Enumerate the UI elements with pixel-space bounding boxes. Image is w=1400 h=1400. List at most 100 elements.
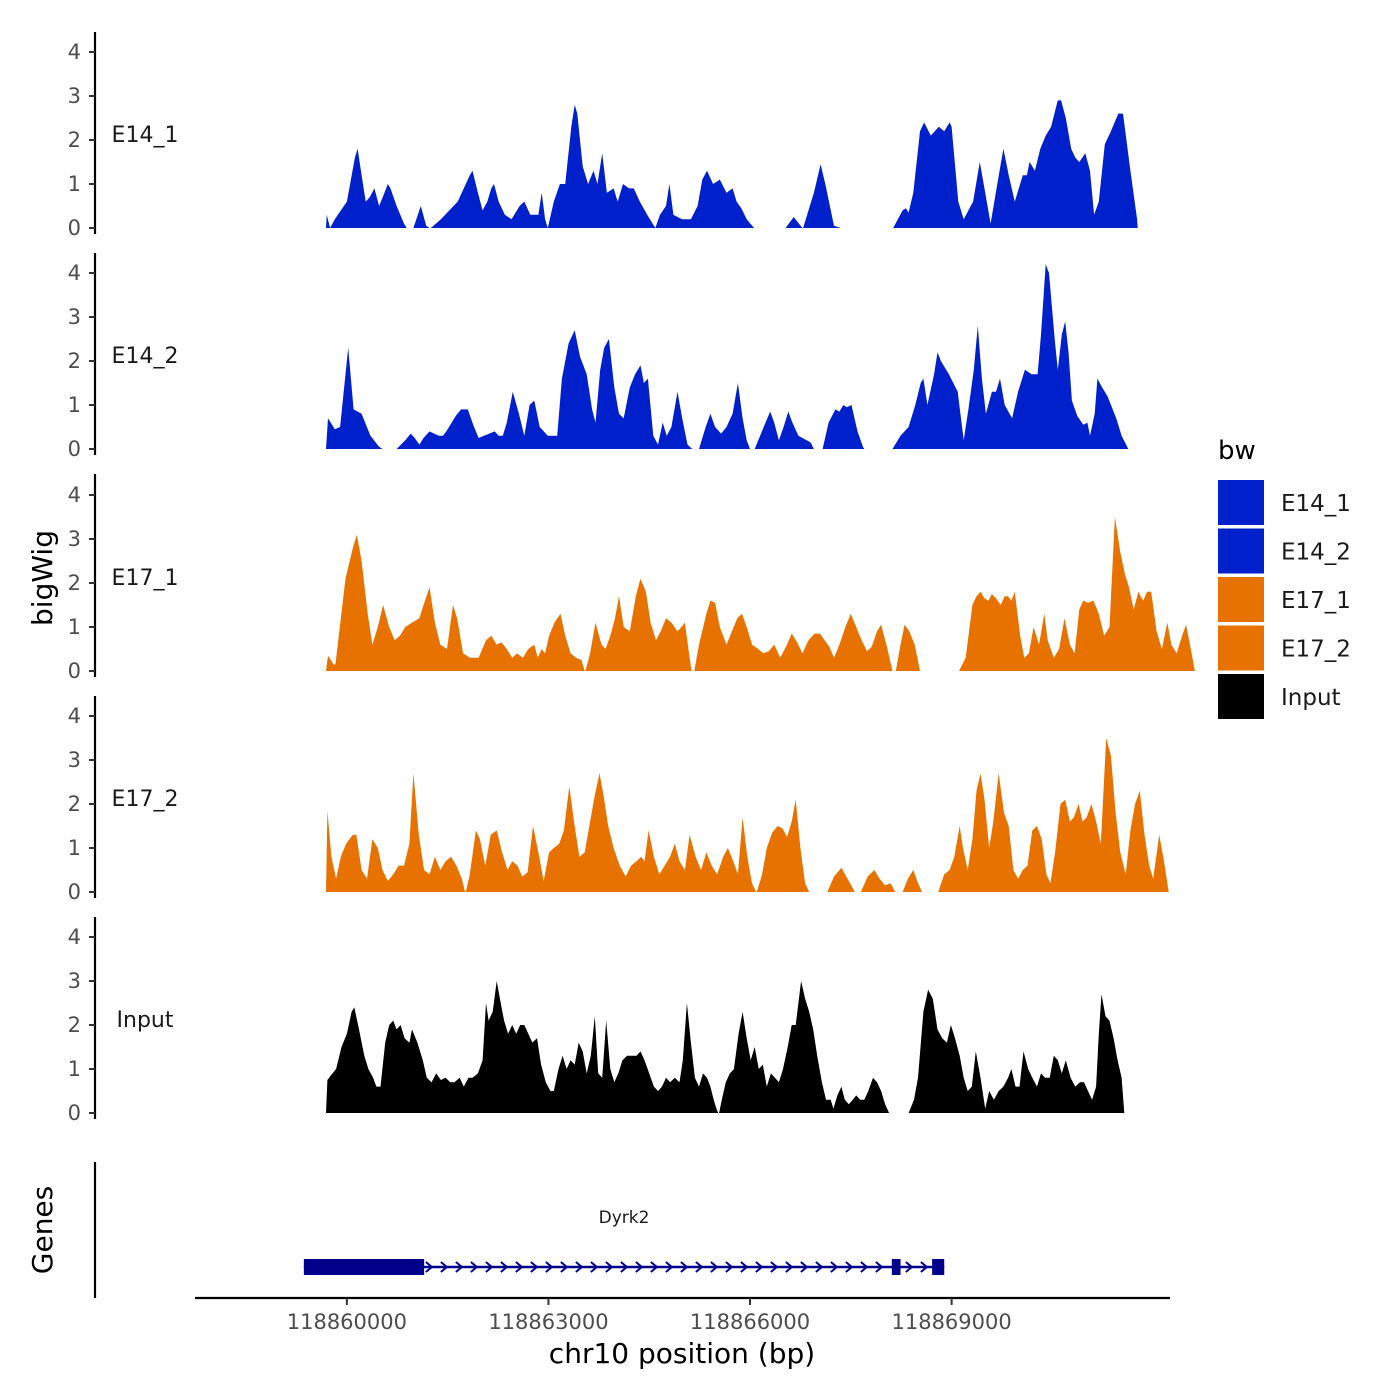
- coverage-area-E17_1-4: [959, 517, 1195, 671]
- x-axis: 118860000 118863000 118866000 118869000 chr…: [195, 1296, 1170, 1370]
- y-tick-label: 4: [68, 925, 81, 949]
- y-tick-label: 2: [68, 349, 81, 373]
- y-tick-label: 3: [68, 84, 81, 108]
- track-E14_2: 0 1 2 3 4 E14_2: [68, 253, 1129, 461]
- coverage-area-E17_2-0: [326, 773, 466, 892]
- coverage-area-Input-0: [326, 981, 719, 1113]
- legend: bw E14_1 E14_2 E17_1 E17_2 Input: [1218, 436, 1351, 719]
- coverage-area-E14_1-4: [785, 217, 803, 228]
- track-label-E14_1: E14_1: [112, 123, 179, 148]
- legend-items: E14_1 E14_2 E17_1 E17_2 Input: [1218, 480, 1351, 719]
- strand-arrow: [740, 1261, 749, 1273]
- y-tick-label: 2: [68, 1013, 81, 1037]
- strand-arrow: [875, 1261, 884, 1273]
- coverage-area-E17_2-3: [827, 867, 855, 892]
- y-tick-label: 0: [68, 216, 81, 240]
- track-E17_2: 0 1 2 3 4 E17_2: [68, 696, 1169, 904]
- legend-label: E17_1: [1281, 588, 1351, 614]
- strand-arrow: [530, 1261, 539, 1273]
- coverage-area-E14_2-1: [396, 330, 693, 449]
- strand-arrow: [470, 1261, 479, 1273]
- strand-arrow: [860, 1261, 869, 1273]
- strand-arrow: [680, 1261, 689, 1273]
- strand-arrow: [770, 1261, 779, 1273]
- y-tick-label: 2: [68, 571, 81, 595]
- strand-arrow: [665, 1261, 674, 1273]
- strand-arrow: [425, 1261, 434, 1273]
- legend-swatch: [1218, 674, 1264, 719]
- track-E14_1: 0 1 2 3 4 E14_1: [68, 32, 1138, 240]
- strand-arrow: [590, 1261, 599, 1273]
- strand-arrow: [815, 1261, 824, 1273]
- coverage-area-E17_2-4: [860, 870, 896, 892]
- coverage-area-E17_1-0: [326, 534, 585, 671]
- strand-arrow: [545, 1261, 554, 1273]
- y-tick-label: 3: [68, 527, 81, 551]
- legend-swatch: [1218, 528, 1264, 574]
- y-tick-label: 2: [68, 792, 81, 816]
- y-tick-label: 1: [68, 1057, 81, 1081]
- genes-track: Genes Dyrk2: [26, 1162, 945, 1298]
- coverage-area-E14_1-3: [547, 104, 755, 228]
- legend-label: Input: [1281, 685, 1341, 711]
- gene-exon: [303, 1259, 425, 1275]
- y-tick-label: 0: [68, 437, 81, 461]
- strand-arrow: [455, 1261, 464, 1273]
- strand-arrow: [440, 1261, 449, 1273]
- strand-arrow: [695, 1261, 704, 1273]
- legend-item-E17_2: E17_2: [1218, 625, 1351, 671]
- strand-arrow: [500, 1261, 509, 1273]
- coverage-area-E17_1-2: [694, 600, 893, 671]
- x-ticks: 118860000 118863000 118866000 118869000: [287, 1298, 1012, 1334]
- gene-exon: [932, 1259, 945, 1275]
- coverage-area-E17_2-1: [465, 773, 757, 892]
- strand-arrow: [560, 1261, 569, 1273]
- y-tick-label: 0: [68, 659, 81, 683]
- legend-item-E14_1: E14_1: [1218, 480, 1351, 525]
- coverage-area-E17_2-5: [902, 870, 923, 892]
- strand-arrow: [905, 1261, 914, 1273]
- strand-arrow: [575, 1261, 584, 1273]
- legend-title: bw: [1218, 436, 1256, 466]
- coverage-area-E14_2-5: [892, 264, 1129, 449]
- x-tick-label: 118863000: [488, 1310, 608, 1334]
- strand-arrow: [605, 1261, 614, 1273]
- gene-exon: [891, 1259, 901, 1275]
- strand-arrow: [485, 1261, 494, 1273]
- coverage-area-E14_1-1: [413, 206, 430, 228]
- coverage-area-E17_2-6: [938, 738, 1169, 892]
- track-label-Input: Input: [117, 1008, 174, 1033]
- coverage-area-E17_2-2: [756, 799, 810, 892]
- track-Input: 0 1 2 3 4 Input: [68, 917, 1125, 1125]
- track-label-E14_2: E14_2: [112, 344, 179, 369]
- y-tick-label: 1: [68, 836, 81, 860]
- y-tick-label: 1: [68, 172, 81, 196]
- track-label-E17_1: E17_1: [112, 566, 179, 591]
- x-axis-title: chr10 position (bp): [549, 1337, 815, 1370]
- y-tick-label: 4: [68, 704, 81, 728]
- coverage-area-E14_2-4: [822, 405, 865, 449]
- y-tick-label: 2: [68, 128, 81, 152]
- legend-label: E14_1: [1281, 491, 1351, 517]
- coverage-area-E14_2-0: [326, 347, 383, 449]
- strand-arrow: [920, 1261, 929, 1273]
- track-E17_1: 0 1 2 3 4 E17_1: [68, 474, 1195, 683]
- legend-item-E14_2: E14_2: [1218, 528, 1351, 574]
- strand-arrow: [515, 1261, 524, 1273]
- y-tick-label: 4: [68, 261, 81, 285]
- y-tick-label: 0: [68, 880, 81, 904]
- legend-swatch: [1218, 625, 1264, 671]
- y-tick-label: 0: [68, 1101, 81, 1125]
- strand-arrow: [725, 1261, 734, 1273]
- legend-swatch: [1218, 480, 1264, 525]
- y-tick-label: 4: [68, 40, 81, 64]
- genes-track-title: Genes: [26, 1186, 59, 1274]
- legend-swatch: [1218, 577, 1264, 622]
- y-tick-label: 3: [68, 305, 81, 329]
- legend-item-E17_1: E17_1: [1218, 577, 1351, 622]
- coverage-area-E14_1-5: [803, 164, 841, 228]
- strand-arrow: [800, 1261, 809, 1273]
- strand-arrow: [845, 1261, 854, 1273]
